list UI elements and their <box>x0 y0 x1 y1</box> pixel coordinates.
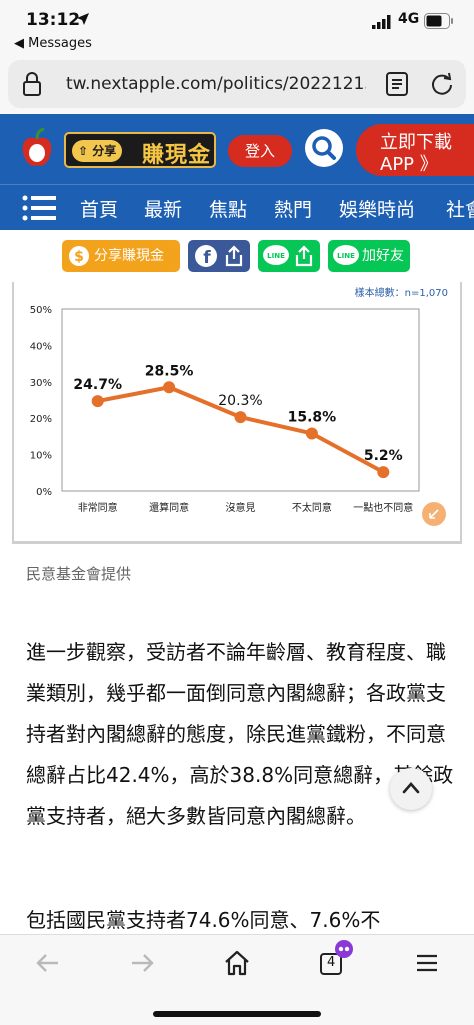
reader-mode-icon[interactable] <box>386 72 408 96</box>
y-tick-label: 40% <box>30 341 52 352</box>
sample-size-note: 樣本總數：n=1,070 <box>355 286 448 299</box>
survey-line-chart: 樣本總數：n=1,070 0% 10% 20% 30% 40% 50% 非常同意 還算同意 沒… <box>30 286 448 526</box>
nav-item-focus[interactable]: 焦點 <box>209 199 248 221</box>
x-tick-label: 非常同意 <box>78 501 118 514</box>
share-upload-icon <box>295 245 313 267</box>
svg-text:LINE: LINE <box>267 252 285 260</box>
url-text[interactable]: tw.nextapple.com/politics/20221215/C... <box>66 74 366 94</box>
share-earn-button[interactable]: $ 分享賺現金 <box>62 240 180 272</box>
earn-cash-label: 賺現金 <box>142 143 212 168</box>
main-nav: 首頁 最新 焦點 熱門 娛樂時尚 社會 <box>0 184 474 230</box>
share-earn-cash-button[interactable]: ⇧ 分享 賺現金 <box>64 132 216 168</box>
share-buttons-row: $ 分享賺現金 f LINE LINE 加好友 <box>0 240 474 276</box>
data-value-label: 5.2% <box>364 448 403 464</box>
site-header: ⇧ 分享 賺現金 登入 立即下載 APP 》 <box>0 114 474 184</box>
share-upload-icon <box>225 245 243 267</box>
data-point <box>91 395 104 408</box>
app-label: APP 》 <box>380 154 438 175</box>
data-value-label: 28.5% <box>145 363 194 379</box>
dollar-coin-icon: $ <box>69 246 89 266</box>
nav-item-society[interactable]: 社會 <box>446 199 474 221</box>
data-point <box>234 411 247 424</box>
x-tick-label: 還算同意 <box>149 501 189 514</box>
location-arrow-icon <box>77 13 89 25</box>
article-paragraph: 進一步觀察，受訪者不論年齡層、教育程度、職業類別，幾乎都一面倒同意內閣總辭；各政… <box>26 640 454 828</box>
nav-item-latest[interactable]: 最新 <box>144 199 183 221</box>
article-paragraph-partial: 包括國民黨支持者74.6%同意、7.6%不 <box>26 910 381 932</box>
tab-count: 4 <box>327 955 336 970</box>
svg-text:f: f <box>203 248 211 268</box>
browser-address-area: tw.nextapple.com/politics/20221215/C... <box>0 56 474 114</box>
hamburger-menu-icon[interactable] <box>22 195 56 221</box>
scroll-to-top-button[interactable] <box>390 768 432 810</box>
home-icon[interactable] <box>223 949 251 977</box>
y-tick-label: 0% <box>36 487 52 498</box>
tabs-button[interactable]: 4 <box>318 940 353 977</box>
facebook-icon: f <box>195 245 217 268</box>
y-tick-label: 50% <box>30 305 52 316</box>
download-label: 立即下載 <box>380 132 452 153</box>
article-body: 進一步觀察，受訪者不論年齡層、教育程度、職業類別，幾乎都一面倒同意內閣總辭；各政… <box>26 632 454 932</box>
data-point <box>163 381 176 394</box>
survey-chart-card: 樣本總數：n=1,070 0% 10% 20% 30% 40% 50% 非常同意 還算同意 沒… <box>12 282 462 544</box>
network-type: 4G <box>398 11 420 27</box>
cellular-signal-icon <box>372 15 391 29</box>
add-friend-label: 加好友 <box>362 248 404 264</box>
forward-arrow-icon[interactable] <box>128 949 156 977</box>
nav-item-popular[interactable]: 熱門 <box>274 199 313 221</box>
line-add-friend-button[interactable]: LINE 加好友 <box>328 240 410 272</box>
y-tick-label: 10% <box>30 451 52 462</box>
download-app-button[interactable]: 立即下載 APP 》 <box>356 124 474 176</box>
apple-logo-icon[interactable] <box>20 127 54 169</box>
line-icon: LINE <box>263 245 289 265</box>
battery-icon <box>424 13 453 29</box>
chevron-up-icon <box>402 782 420 794</box>
y-tick-label: 20% <box>30 414 52 425</box>
line-share-button[interactable]: LINE <box>258 240 320 272</box>
image-caption: 民意基金會提供 <box>26 565 132 583</box>
data-value-label: 24.7% <box>73 377 122 393</box>
login-button[interactable]: 登入 <box>228 135 292 167</box>
y-tick-label: 30% <box>30 378 52 389</box>
private-mask-icon <box>335 940 353 958</box>
nav-item-home[interactable]: 首頁 <box>80 199 119 221</box>
expand-arrow-icon <box>429 509 439 519</box>
search-icon[interactable] <box>304 128 344 168</box>
home-indicator <box>153 1011 321 1017</box>
data-value-label: 15.8% <box>288 409 337 425</box>
data-value-label: 20.3% <box>218 393 262 409</box>
share-earn-label: 分享賺現金 <box>94 248 164 264</box>
x-tick-label: 沒意見 <box>226 501 256 514</box>
back-arrow-icon[interactable] <box>34 949 62 977</box>
svg-text:LINE: LINE <box>337 252 355 260</box>
reload-icon[interactable] <box>430 72 454 96</box>
x-tick-label: 一點也不同意 <box>353 501 413 514</box>
data-point <box>305 427 318 440</box>
x-tick-label: 不太同意 <box>292 501 332 514</box>
status-bar: 13:12 ◀ Messages 4G <box>0 0 474 56</box>
menu-icon[interactable] <box>413 949 441 977</box>
lock-icon <box>23 72 41 96</box>
svg-text:$: $ <box>74 249 84 265</box>
browser-toolbar: 4 <box>0 934 474 1025</box>
address-bar[interactable]: tw.nextapple.com/politics/20221215/C... <box>8 60 466 108</box>
clock: 13:12 <box>26 10 81 30</box>
facebook-share-button[interactable]: f <box>188 240 250 272</box>
back-to-messages-link[interactable]: ◀ Messages <box>14 36 92 51</box>
line-icon: LINE <box>333 245 359 265</box>
data-point <box>377 466 390 479</box>
nav-item-entertainment[interactable]: 娛樂時尚 <box>339 199 416 221</box>
tabs-icon <box>320 953 342 975</box>
share-label: ⇧ 分享 <box>72 140 123 162</box>
